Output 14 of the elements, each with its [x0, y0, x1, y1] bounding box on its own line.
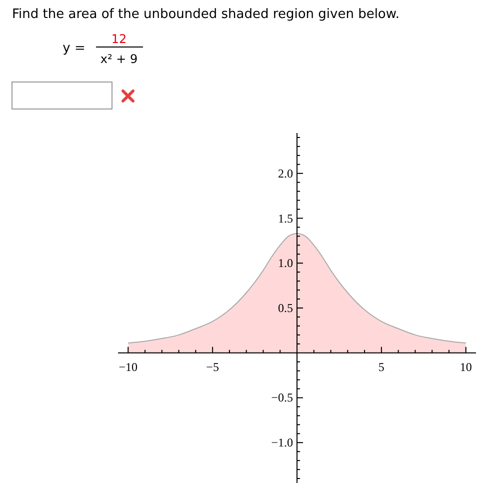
y-tick-label: 1.0: [278, 256, 293, 270]
y-tick-label: −0.5: [271, 390, 293, 405]
y-tick-label: 1.5: [278, 211, 293, 226]
chart-title: Find the area of the unbounded shaded region given below.: [12, 7, 400, 22]
y-tick-label: 2.0: [278, 166, 293, 180]
x-tick-label: −10: [118, 360, 138, 374]
y-tick-label: −1.0: [271, 436, 293, 450]
text: y =: [62, 41, 86, 56]
text: 12: [111, 32, 127, 46]
text: x² + 9: [100, 52, 138, 66]
x-tick-label: 10: [460, 360, 472, 374]
x-tick-label: 5: [378, 360, 384, 374]
x-tick-label: −5: [206, 360, 219, 374]
y-tick-label: 0.5: [278, 301, 293, 315]
